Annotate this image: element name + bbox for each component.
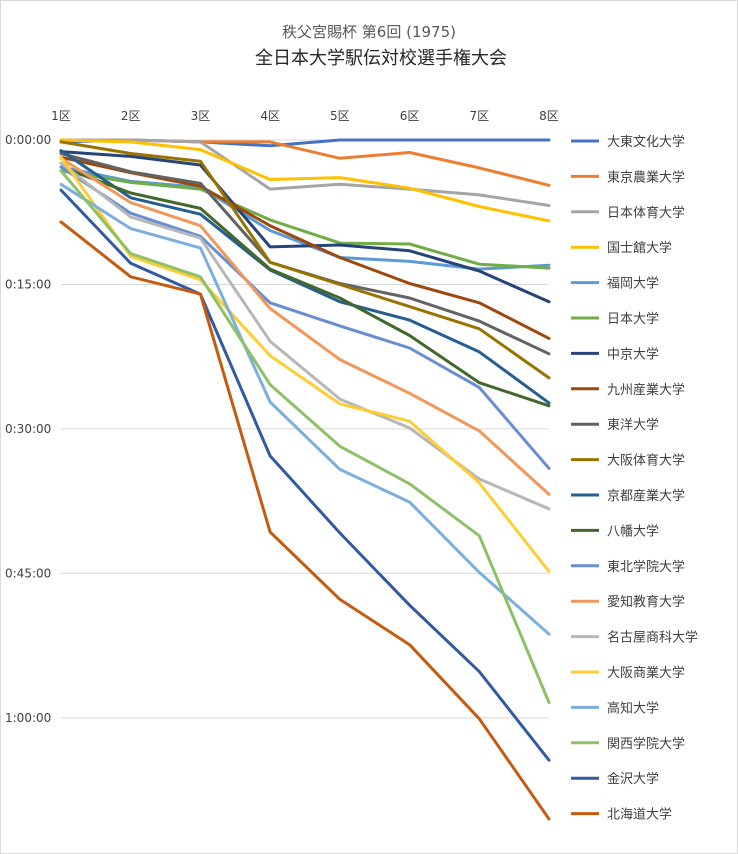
legend-label: 福岡大学 <box>607 276 659 292</box>
x-tick-label: 1区 <box>51 109 71 123</box>
series-line <box>59 155 551 340</box>
x-tick-label: 5区 <box>330 109 350 123</box>
y-axis-ticks: 0:00:00 0:15:00 0:30:00 0:45:00 1:00:00 <box>5 133 51 725</box>
legend: 大東文化大学東京農業大学日本体育大学国士舘大学福岡大学日本大学中京大学九州産業大… <box>571 134 698 823</box>
series-line <box>59 169 551 704</box>
series-line <box>59 165 551 470</box>
y-tick-label: 0:15:00 <box>5 277 51 291</box>
y-tick-label: 1:00:00 <box>5 711 51 725</box>
legend-label: 金沢大学 <box>607 771 659 787</box>
legend-label: 中京大学 <box>607 346 659 362</box>
series-line <box>59 138 551 207</box>
y-tick-label: 0:00:00 <box>5 133 51 147</box>
x-tick-label: 3区 <box>191 109 211 123</box>
series-line <box>59 182 551 636</box>
series-line <box>59 188 551 762</box>
series-line <box>59 149 551 405</box>
legend-label: 北海道大学 <box>607 807 672 823</box>
legend-label: 八幡大学 <box>607 523 659 539</box>
series-lines <box>59 138 551 821</box>
legend-label: 京都産業大学 <box>607 488 685 504</box>
x-tick-label: 8区 <box>539 109 559 123</box>
series-line <box>59 140 551 380</box>
legend-label: 大阪商業大学 <box>607 665 685 681</box>
legend-label: 名古屋商科大学 <box>607 630 698 646</box>
legend-label: 関西学院大学 <box>607 736 685 752</box>
legend-label: 国士舘大学 <box>607 240 672 256</box>
series-line <box>59 220 551 821</box>
legend-label: 東洋大学 <box>607 417 659 433</box>
series-line <box>59 161 551 511</box>
legend-label: 高知大学 <box>607 700 659 716</box>
series-line <box>59 156 551 496</box>
chart-title: 全日本大学駅伝対校選手権大会 <box>255 48 507 69</box>
x-tick-label: 6区 <box>400 109 420 123</box>
legend-label: 日本大学 <box>607 311 659 327</box>
legend-label: 愛知教育大学 <box>607 594 685 610</box>
y-tick-label: 0:30:00 <box>5 422 51 436</box>
series-line <box>59 155 551 573</box>
y-tick-label: 0:45:00 <box>5 566 51 580</box>
chart-subtitle: 秩父宮賜杯 第6回 (1975) <box>282 23 456 41</box>
legend-label: 大東文化大学 <box>607 134 685 150</box>
series-line <box>59 165 551 408</box>
series-line <box>59 169 551 270</box>
legend-label: 東北学院大学 <box>607 559 685 575</box>
legend-label: 東京農業大学 <box>607 169 685 185</box>
series-line <box>59 150 551 304</box>
legend-label: 大阪体育大学 <box>607 453 685 469</box>
legend-label: 日本体育大学 <box>607 205 685 221</box>
x-tick-label: 7区 <box>469 109 489 123</box>
x-tick-label: 4区 <box>260 109 280 123</box>
x-axis-ticks: 1区 2区 3区 4区 5区 6区 7区 8区 <box>51 109 559 123</box>
legend-label: 九州産業大学 <box>607 382 685 398</box>
x-tick-label: 2区 <box>121 109 141 123</box>
series-line <box>59 138 551 223</box>
